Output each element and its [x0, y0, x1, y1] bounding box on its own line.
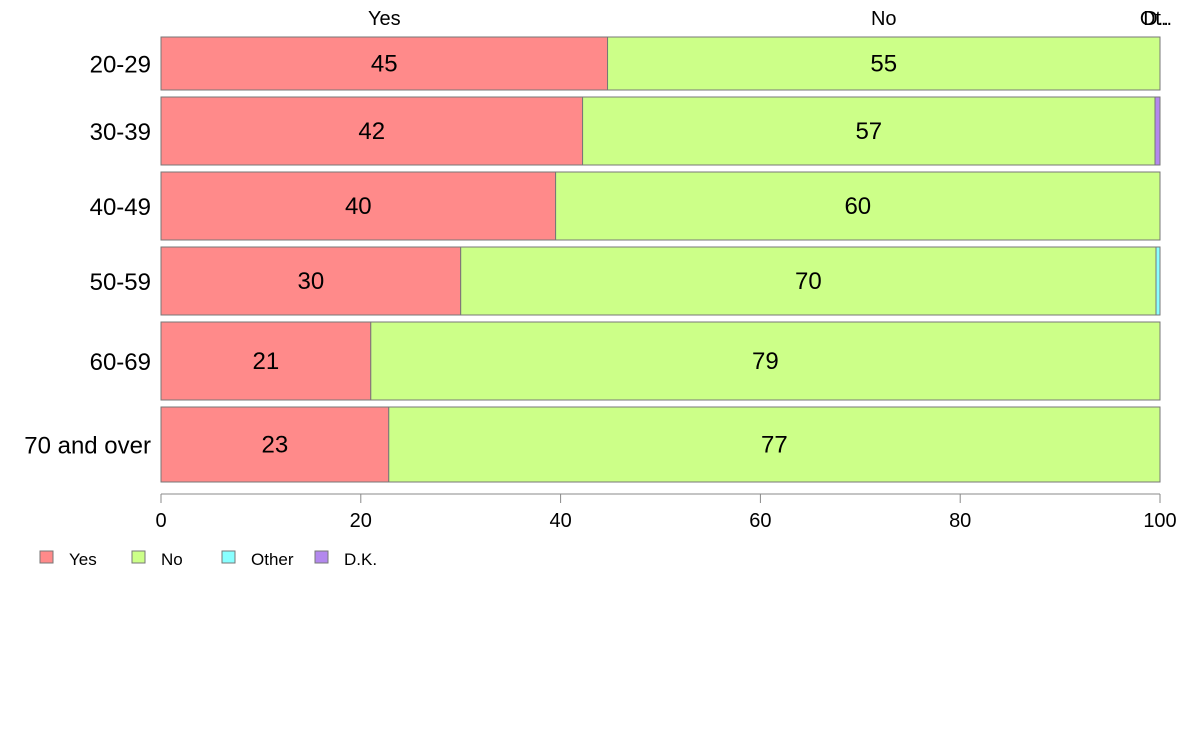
x-tick-label-1: 20: [350, 510, 372, 532]
top-label-ot-2: Ot..: [1140, 8, 1172, 30]
data-label-yes-1: 42: [358, 118, 385, 145]
top-label-no-1: No: [871, 8, 897, 30]
top-label-yes-0: Yes: [368, 8, 401, 30]
data-label-no-2: 60: [844, 193, 871, 220]
category-label-3: 50-59: [90, 269, 151, 296]
data-label-no-0: 55: [870, 51, 897, 78]
data-label-yes-3: 30: [297, 268, 324, 295]
legend-label-1: No: [161, 550, 183, 569]
category-label-5: 70 and over: [24, 433, 151, 460]
legend-swatch-2: [221, 550, 236, 564]
bar-yes-2: [160, 171, 557, 241]
legend-swatch-0: [39, 550, 54, 564]
data-label-yes-2: 40: [345, 193, 372, 220]
x-tick-label-3: 60: [749, 510, 771, 532]
category-label-2: 40-49: [90, 194, 151, 221]
bar-no-1: [582, 96, 1156, 166]
legend-swatch-1: [131, 550, 146, 564]
x-tick-label-5: 100: [1143, 510, 1176, 532]
legend-label-3: D.K.: [344, 550, 377, 569]
category-label-1: 30-39: [90, 119, 151, 146]
bar-no-5: [388, 406, 1161, 483]
legend-label-2: Other: [251, 550, 294, 569]
bar-no-2: [555, 171, 1161, 241]
data-label-no-4: 79: [752, 348, 779, 375]
x-tick-label-2: 40: [549, 510, 571, 532]
top-label-d-3: D..: [1143, 8, 1169, 30]
bar-yes-5: [160, 406, 390, 483]
data-label-yes-4: 21: [253, 348, 280, 375]
bar-no-4: [370, 321, 1161, 401]
category-label-4: 60-69: [90, 349, 151, 376]
data-label-no-5: 77: [761, 432, 788, 459]
x-tick-label-0: 0: [155, 510, 166, 532]
data-label-no-1: 57: [855, 118, 882, 145]
data-label-yes-5: 23: [262, 432, 289, 459]
legend-swatch-3: [314, 550, 329, 564]
bar-yes-3: [160, 246, 462, 316]
legend-label-0: Yes: [69, 550, 97, 569]
bar-dk-1: [1154, 96, 1161, 166]
bar-no-0: [607, 36, 1161, 91]
data-label-yes-0: 45: [371, 51, 398, 78]
category-label-0: 20-29: [90, 52, 151, 79]
bar-other-3: [1155, 246, 1161, 316]
data-label-no-3: 70: [795, 268, 822, 295]
x-tick-label-4: 80: [949, 510, 971, 532]
bar-no-3: [460, 246, 1157, 316]
bar-yes-4: [160, 321, 372, 401]
